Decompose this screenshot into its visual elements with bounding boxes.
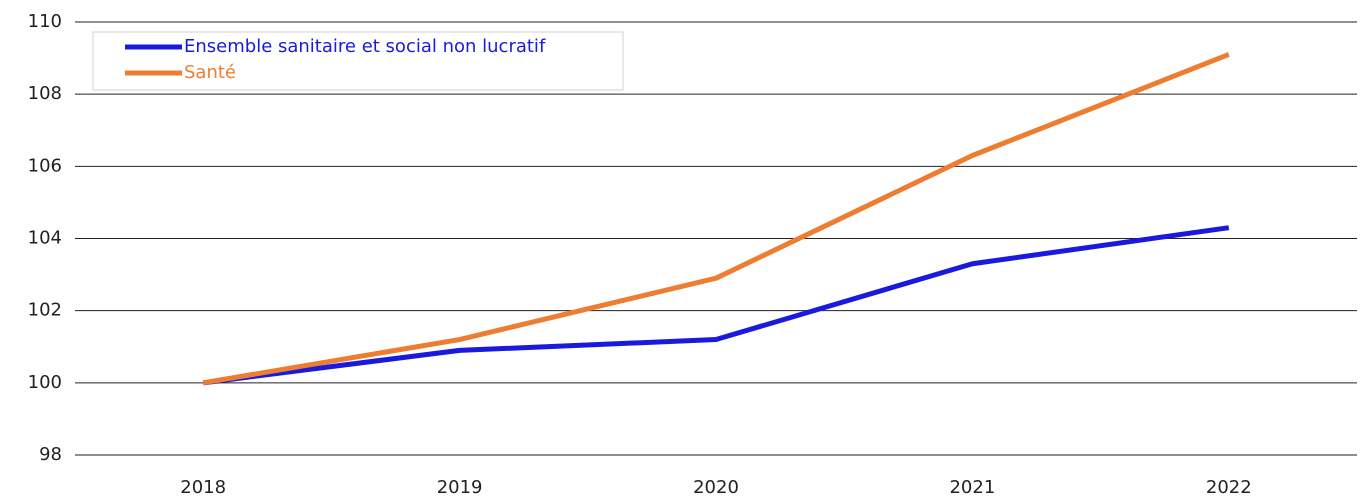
x-tick-label: 2018 <box>180 477 226 498</box>
legend-box <box>92 31 624 91</box>
y-tick-label: 108 <box>28 83 62 104</box>
series-line <box>202 52 1230 386</box>
legend-label: Santé <box>184 62 236 83</box>
x-tick-label: 2021 <box>949 477 995 498</box>
y-tick-label: 106 <box>28 155 62 176</box>
y-tick-label: 102 <box>28 300 62 321</box>
y-tick-label: 110 <box>28 11 62 32</box>
y-tick-label: 98 <box>39 444 62 465</box>
x-tick-label: 2019 <box>437 477 483 498</box>
legend: Ensemble sanitaire et social non lucrati… <box>92 31 624 91</box>
series-line <box>202 225 1230 386</box>
legend-label: Ensemble sanitaire et social non lucrati… <box>184 36 546 57</box>
x-tick-label: 2022 <box>1206 477 1252 498</box>
y-tick-label: 104 <box>28 228 62 249</box>
x-tick-label: 2020 <box>693 477 739 498</box>
y-tick-label: 100 <box>28 372 62 393</box>
